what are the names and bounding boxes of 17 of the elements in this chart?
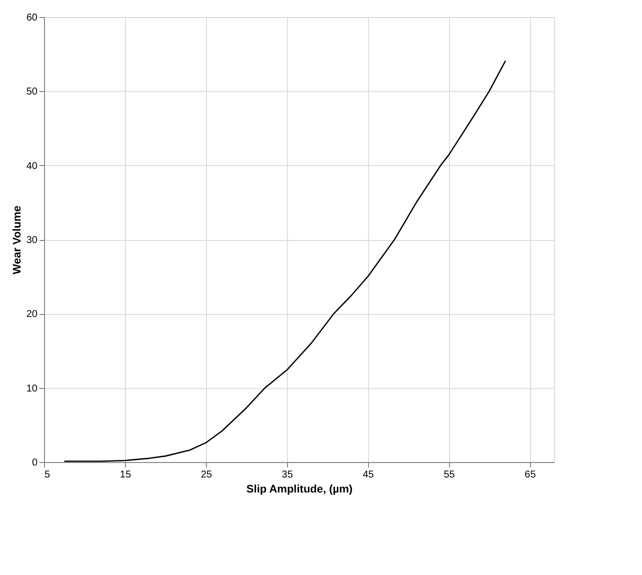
y-tick-label: 0 (32, 458, 38, 468)
y-tick-label: 10 (26, 383, 38, 394)
y-tick-label: 30 (26, 235, 38, 246)
x-axis-title: Slip Amplitude, (µm) (246, 484, 353, 496)
line-series (64, 60, 506, 462)
y-tick-label: 60 (26, 12, 38, 24)
y-tick-label: 40 (26, 160, 38, 172)
x-tick-label: 55 (444, 470, 456, 480)
y-tick-label: 20 (26, 309, 38, 320)
x-tick-label: 65 (524, 470, 536, 480)
x-tick-label: 35 (282, 470, 294, 480)
x-tick-label: 5 (44, 470, 50, 480)
y-tick-label: 50 (26, 86, 38, 98)
x-tick-label: 15 (120, 470, 132, 480)
x-tick-label: 45 (362, 470, 374, 480)
y-axis-title: Wear Volume (11, 206, 24, 274)
x-tick-label: 25 (200, 470, 212, 480)
